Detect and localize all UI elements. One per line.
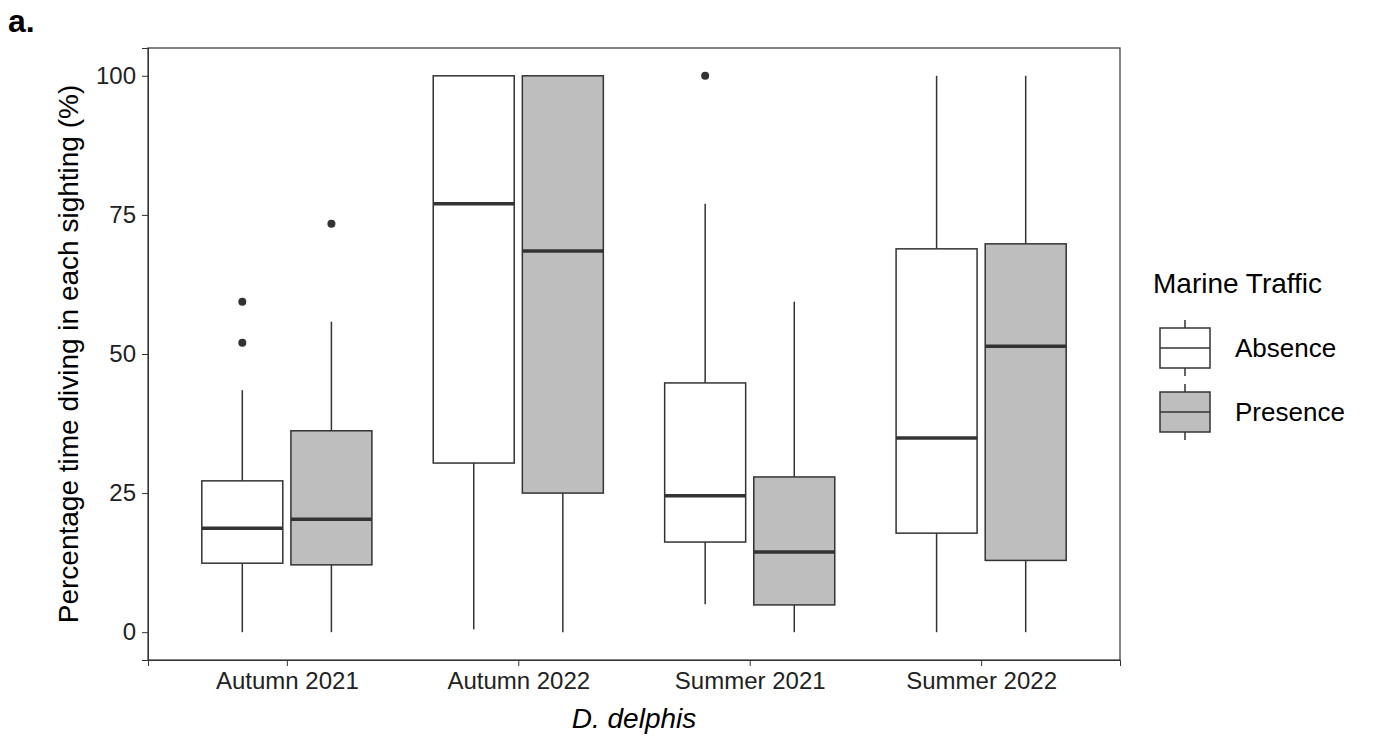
plot-area (202, 72, 1066, 632)
x-axis-title: D. delphis (572, 703, 697, 734)
x-tick: Summer 2022 (906, 660, 1057, 694)
y-tick: 100 (96, 62, 148, 89)
legend: Marine Traffic Absence Presence (1153, 268, 1345, 440)
legend-label: Presence (1235, 397, 1345, 427)
x-tick-label: Autumn 2021 (216, 667, 359, 694)
y-tick-label: 0 (123, 618, 136, 645)
median (291, 517, 372, 521)
whisker-upper (1025, 76, 1027, 244)
median (433, 202, 514, 206)
x-tick: Autumn 2022 (447, 660, 590, 694)
outlier (238, 339, 246, 347)
whisker-lower (1025, 560, 1027, 632)
y-axis-line (142, 49, 149, 661)
whisker-upper (936, 76, 938, 249)
chart: 0 25 50 75 100 Autumn 2021 Autumn 2022 Summer 2… (0, 0, 1378, 744)
y-tick: 0 (123, 618, 148, 645)
x-tick-label: Autumn 2022 (447, 667, 590, 694)
outlier (327, 220, 335, 228)
legend-key (1160, 392, 1210, 432)
median (985, 344, 1066, 348)
y-tick-mark (142, 493, 148, 494)
whisker-lower (936, 533, 938, 632)
y-tick-label: 75 (109, 201, 136, 228)
whisker-lower (704, 542, 706, 604)
legend-item: Presence (1160, 384, 1345, 440)
y-tick: 25 (109, 479, 148, 506)
median (896, 436, 977, 440)
x-tick: Autumn 2021 (216, 660, 359, 694)
box (665, 383, 746, 542)
y-tick-mark (142, 76, 148, 77)
legend-key (1160, 328, 1210, 368)
box (291, 431, 372, 565)
y-axis-title: Percentage time diving in each sighting … (53, 85, 84, 624)
whisker-lower (242, 563, 244, 632)
box (433, 76, 514, 463)
x-tick-mark (518, 660, 519, 666)
whisker-upper (242, 390, 244, 481)
whisker-lower (473, 463, 475, 629)
x-axis: Autumn 2021 Autumn 2022 Summer 2021 Summer … (149, 660, 1121, 694)
median (665, 494, 746, 498)
box (522, 76, 603, 493)
box (896, 249, 977, 533)
outlier (701, 72, 709, 80)
whisker-lower (794, 605, 796, 632)
panel-label: a. (8, 3, 35, 39)
whisker-lower (331, 565, 333, 632)
x-tick-mark (750, 660, 751, 666)
box (754, 477, 835, 605)
y-tick-mark (142, 354, 148, 355)
x-axis-line (149, 661, 1121, 667)
legend-item: Absence (1160, 320, 1336, 376)
y-tick-label: 100 (96, 62, 136, 89)
plot-frame (148, 48, 1120, 660)
whisker-lower (562, 493, 564, 632)
y-axis: 0 25 50 75 100 (96, 49, 149, 661)
x-tick: Summer 2021 (675, 660, 826, 694)
legend-title: Marine Traffic (1153, 268, 1322, 299)
y-tick-mark (142, 215, 148, 216)
median (202, 526, 283, 530)
x-tick-mark (287, 660, 288, 666)
legend-label: Absence (1235, 333, 1336, 363)
box-series (291, 76, 1066, 632)
x-tick-label: Summer 2022 (906, 667, 1057, 694)
box-series (202, 72, 977, 632)
y-tick-mark (142, 632, 148, 633)
legend-key-median (1160, 347, 1210, 349)
y-tick: 50 (109, 340, 148, 367)
whisker-upper (331, 322, 333, 431)
box (202, 481, 283, 563)
legend-key-median (1160, 411, 1210, 413)
outlier (238, 298, 246, 306)
y-tick-label: 25 (109, 479, 136, 506)
whisker-upper (794, 302, 796, 477)
x-tick-label: Summer 2021 (675, 667, 826, 694)
median (754, 550, 835, 554)
x-tick-mark (981, 660, 982, 666)
median (522, 249, 603, 253)
whisker-upper (704, 204, 706, 383)
y-tick-label: 50 (109, 340, 136, 367)
y-tick: 75 (109, 201, 148, 228)
box (985, 244, 1066, 561)
